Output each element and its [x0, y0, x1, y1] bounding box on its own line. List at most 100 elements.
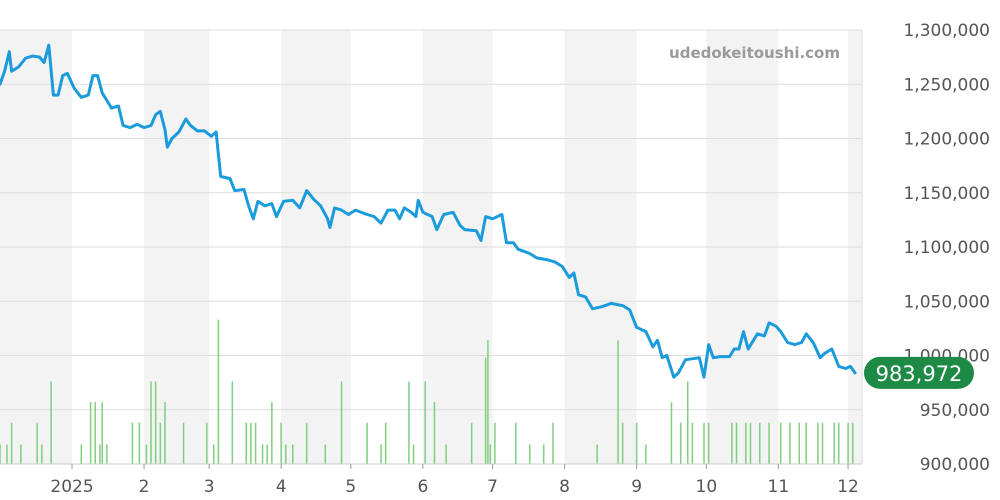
volume-bar — [670, 402, 673, 464]
y-tick-label: 900,000 — [920, 455, 990, 475]
volume-bar — [213, 444, 215, 464]
volume-bar — [789, 422, 791, 464]
volume-bar — [821, 422, 824, 464]
volume-bar — [131, 422, 134, 464]
volume-bar — [515, 422, 517, 464]
volume-bar — [384, 422, 387, 464]
volume-bar — [182, 422, 185, 464]
x-tick-label: 10 — [696, 477, 718, 497]
volume-bar — [680, 422, 682, 464]
x-tick-label: 5 — [345, 477, 356, 497]
volume-bar — [101, 402, 103, 464]
x-tick-label: 7 — [487, 477, 498, 497]
current-price-badge: 983,972 — [864, 356, 974, 389]
volume-bar — [285, 444, 287, 464]
volume-bar — [621, 422, 624, 464]
volume-bar — [412, 444, 415, 464]
volume-bar — [433, 402, 436, 464]
x-tick-label: 2 — [139, 477, 150, 497]
volume-bar — [408, 381, 410, 464]
volume-bar — [6, 444, 8, 464]
volume-bar — [106, 444, 108, 464]
current-price-badge-shape — [864, 356, 974, 389]
volume-bar — [36, 422, 38, 464]
x-tick-label: 11 — [768, 477, 790, 497]
volume-bar — [380, 444, 382, 464]
y-tick-label: 1,300,000 — [903, 21, 990, 41]
volume-bar — [206, 422, 208, 464]
volume-bar — [487, 340, 489, 464]
volume-bar — [366, 422, 368, 464]
volume-bar — [798, 422, 801, 464]
volume-bar — [0, 444, 1, 464]
volume-bar — [617, 340, 619, 464]
volume-bar — [164, 402, 166, 464]
volume-bar — [707, 422, 710, 464]
volume-bar — [80, 444, 83, 464]
watermark-text: udedokeitoushi.com — [669, 44, 840, 62]
volume-bar — [50, 381, 52, 464]
y-tick-label: 1,250,000 — [903, 75, 990, 95]
y-tick-label: 1,100,000 — [903, 238, 990, 258]
volume-bars — [0, 319, 854, 464]
volume-bar — [89, 402, 92, 464]
x-tick-label: 8 — [559, 477, 570, 497]
volume-bar — [805, 422, 807, 464]
volume-bar — [145, 444, 148, 464]
volume-bar — [424, 381, 426, 464]
x-axis: 2025 2 3 4 5 6 7 8 9 10 11 12 — [0, 463, 862, 497]
volume-bar — [838, 422, 840, 464]
volume-bar — [324, 444, 327, 464]
volume-bar — [749, 422, 752, 464]
volume-bar — [41, 444, 43, 464]
volume-bar — [779, 422, 782, 464]
volume-bar — [768, 422, 770, 464]
current-price-label: 983,972 — [876, 362, 963, 386]
price-line — [0, 43, 857, 379]
volume-bar — [271, 402, 273, 464]
volume-bar — [552, 422, 554, 464]
volume-bar — [484, 357, 487, 464]
volume-bar — [305, 422, 308, 464]
volume-bar — [245, 422, 248, 464]
volume-bar — [745, 422, 747, 464]
price-series — [0, 43, 857, 379]
volume-bar — [735, 422, 738, 464]
volume-bar — [261, 444, 264, 464]
volume-bar — [340, 381, 343, 464]
volume-bar — [851, 422, 854, 464]
volume-bar — [99, 444, 101, 464]
volume-bar — [138, 422, 141, 464]
volume-bar — [94, 402, 97, 464]
y-tick-label: 1,200,000 — [903, 130, 990, 150]
volume-bar — [217, 319, 220, 464]
volume-bar — [635, 422, 638, 464]
volume-bar — [489, 444, 491, 464]
volume-bar — [20, 444, 22, 464]
volume-bar — [250, 422, 252, 464]
x-tick-label: 6 — [417, 477, 428, 497]
volume-bar — [703, 422, 705, 464]
y-axis: 1,300,000 1,250,000 1,200,000 1,150,000 1,10… — [903, 21, 990, 475]
volume-bar — [759, 422, 761, 464]
volume-bar — [731, 422, 733, 464]
volume-bar — [833, 422, 835, 464]
x-tick-label: 4 — [276, 477, 287, 497]
volume-bar — [817, 422, 819, 464]
x-tick-label: 9 — [631, 477, 642, 497]
volume-bar — [254, 422, 257, 464]
y-tick-label: 950,000 — [920, 401, 990, 421]
x-tick-label: 3 — [204, 477, 215, 497]
volume-bar — [280, 422, 282, 464]
volume-bar — [528, 444, 531, 464]
volume-bar — [470, 422, 473, 464]
volume-bar — [292, 444, 294, 464]
volume-bar — [847, 422, 849, 464]
volume-bar — [266, 444, 268, 464]
volume-bar — [10, 422, 13, 464]
volume-bar — [231, 381, 234, 464]
volume-bar — [494, 422, 496, 464]
volume-bar — [154, 381, 157, 464]
volume-bar — [645, 444, 647, 464]
